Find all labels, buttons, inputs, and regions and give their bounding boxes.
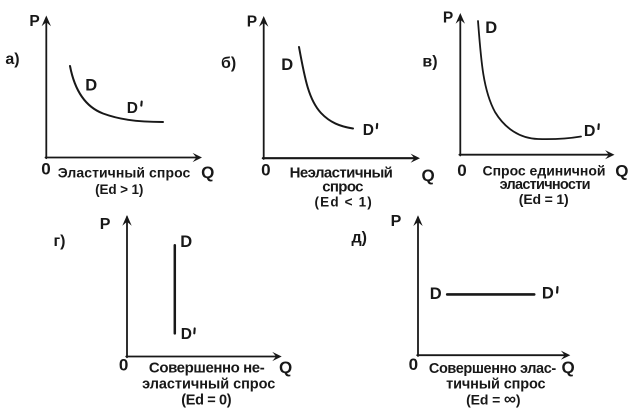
svg-text:Q: Q [422, 166, 435, 185]
svg-text:P: P [100, 216, 111, 233]
svg-text:0: 0 [457, 161, 466, 180]
svg-text:D: D [85, 77, 97, 95]
svg-text:тичный спрос: тичный спрос [446, 376, 545, 392]
svg-text:D: D [180, 233, 192, 251]
svg-text:б): б) [221, 55, 236, 72]
svg-text:0: 0 [119, 355, 128, 374]
svg-text:P: P [391, 213, 402, 230]
svg-text:а): а) [5, 51, 19, 68]
svg-text:эластичный спрос: эластичный спрос [142, 377, 275, 393]
svg-text:(Ed = 0): (Ed = 0) [181, 393, 231, 409]
svg-text:д): д) [352, 230, 367, 247]
svg-text:D: D [181, 326, 192, 343]
svg-text:(Ed = 1): (Ed = 1) [519, 191, 569, 207]
svg-text:Q: Q [615, 162, 628, 181]
svg-text:D: D [281, 56, 293, 74]
svg-text:0: 0 [409, 355, 418, 374]
svg-text:Q: Q [562, 358, 575, 377]
svg-text:D: D [584, 123, 596, 140]
svg-text:(Ed < 1): (Ed < 1) [315, 195, 372, 210]
svg-text:Q: Q [279, 358, 292, 377]
svg-text:0: 0 [41, 160, 50, 179]
svg-text:(Ed = ∞): (Ed = ∞) [466, 389, 520, 408]
svg-text:спрос: спрос [322, 178, 363, 195]
svg-text:D: D [127, 100, 138, 117]
svg-text:P: P [443, 9, 453, 26]
svg-text:Совершенно не-: Совершенно не- [149, 360, 265, 377]
svg-text:в): в) [422, 54, 437, 71]
svg-text:Спрос единичной: Спрос единичной [483, 162, 606, 178]
svg-text:эластичности: эластичности [500, 177, 591, 193]
svg-text:D: D [430, 285, 442, 303]
svg-text:Неэластичный: Неэластичный [290, 165, 393, 182]
svg-text:Эластичный спрос: Эластичный спрос [58, 164, 191, 180]
svg-text:Совершенно элас-: Совершенно элас- [429, 361, 556, 377]
svg-text:г): г) [54, 233, 66, 250]
svg-text:D: D [542, 285, 554, 303]
svg-text:P: P [247, 14, 257, 31]
svg-text:D: D [485, 19, 497, 37]
svg-text:Q: Q [201, 163, 214, 182]
svg-text:P: P [29, 13, 39, 30]
svg-text:0: 0 [261, 161, 270, 180]
svg-text:(Ed > 1): (Ed > 1) [95, 182, 143, 197]
svg-text:D: D [363, 122, 374, 139]
